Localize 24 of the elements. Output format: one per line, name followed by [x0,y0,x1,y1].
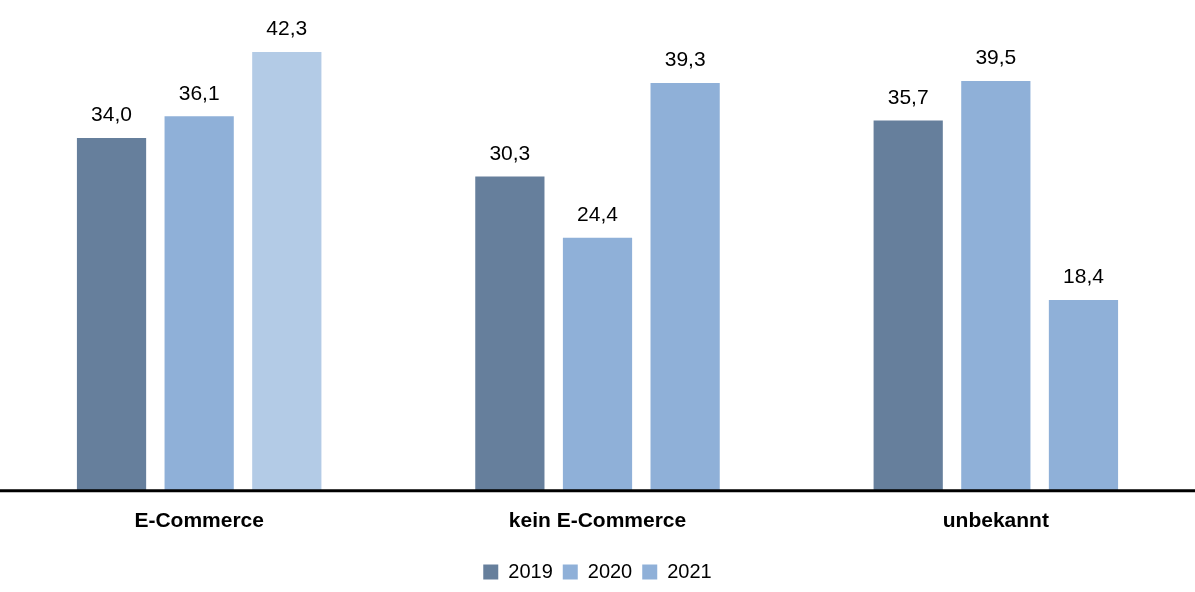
bar [650,83,720,491]
data-label: 39,5 [975,45,1017,69]
legend-label: 2020 [587,559,633,582]
data-label: 35,7 [887,84,929,108]
bar [873,120,943,491]
bar [164,116,234,491]
data-label: 36,1 [178,80,220,104]
legend-label: 2021 [667,559,712,582]
bar [961,81,1031,491]
bar [562,237,633,491]
x-tick-label: kein E-Commerce [508,508,687,532]
x-tick-label: unbekannt [942,508,1049,532]
data-label: 39,3 [664,47,706,71]
bar [1048,299,1119,491]
x-tick-label: E-Commerce [134,508,264,532]
bar [76,138,147,491]
bar [252,52,322,491]
legend-label: 2019 [508,559,553,582]
data-label: 42,3 [266,16,308,40]
data-label: 18,4 [1063,264,1105,288]
data-label: 30,3 [489,140,531,164]
data-label: 24,4 [577,201,619,225]
data-label: 34,0 [91,102,132,126]
bar [475,176,545,491]
